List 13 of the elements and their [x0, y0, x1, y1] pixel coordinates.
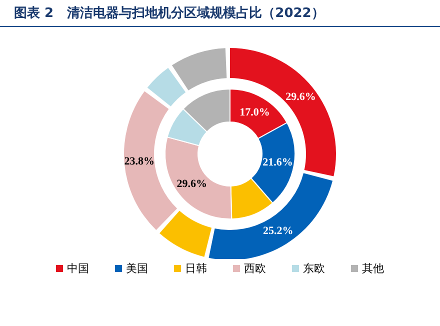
legend-label: 美国	[125, 261, 148, 276]
data-label: 21.6%	[262, 156, 293, 168]
data-label: 29.6%	[286, 90, 316, 103]
legend-label: 其他	[361, 261, 384, 276]
legend-label: 日韩	[184, 261, 207, 276]
data-label: 29.6%	[176, 178, 207, 190]
legend-label: 西欧	[243, 261, 266, 276]
data-label: 25.2%	[262, 225, 294, 238]
data-label: 23.8%	[124, 156, 154, 168]
legend-label: 中国	[66, 261, 89, 276]
data-label: 17.0%	[240, 106, 270, 118]
legend-label: 东欧	[302, 261, 325, 276]
chart-title: 图表 2 清洁电器与扫地机分区域规模占比（2022）	[0, 0, 440, 27]
